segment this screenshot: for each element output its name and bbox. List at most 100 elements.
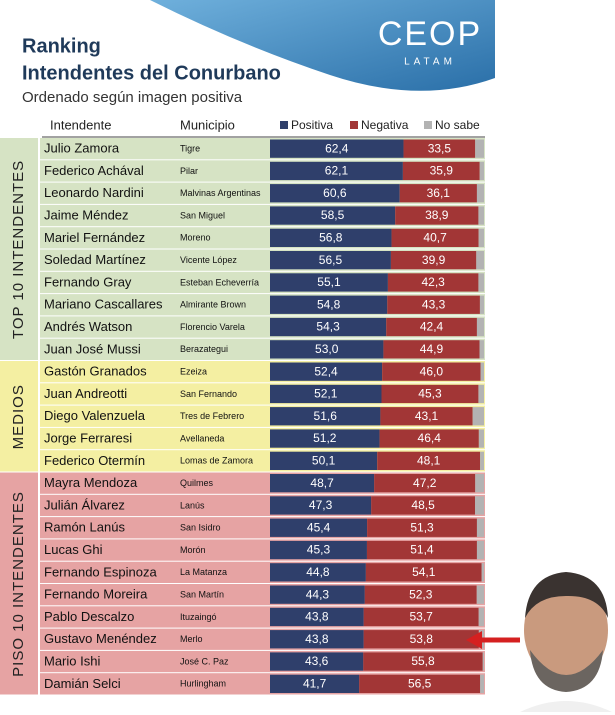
value-label: 53,8 — [410, 632, 434, 646]
municipio: Vicente López — [180, 255, 237, 265]
municipio: San Miguel — [180, 210, 225, 220]
photo — [520, 572, 612, 712]
municipio: Florencio Varela — [180, 322, 245, 332]
value-label: 52,1 — [314, 387, 338, 401]
bar-segment — [270, 161, 403, 181]
name: Leonardo Nardini — [44, 185, 144, 200]
value-label: 48,5 — [411, 498, 435, 512]
bar-segment — [476, 184, 484, 203]
value-label: 60,6 — [323, 186, 347, 200]
bar-segment — [270, 474, 375, 493]
group-band — [0, 361, 38, 472]
value-label: 54,3 — [316, 320, 340, 334]
value-label: 40,7 — [423, 231, 447, 245]
name: Fernando Moreira — [44, 587, 148, 602]
name: Mariano Cascallares — [44, 297, 163, 312]
group-label: TOP 10 INTENDENTES — [10, 160, 27, 339]
value-label: 46,0 — [420, 364, 444, 378]
municipio: Lanús — [180, 500, 205, 510]
legend-swatch — [424, 121, 432, 129]
bar-segment — [478, 273, 484, 292]
bar-segment — [270, 607, 364, 627]
bar-segment — [399, 184, 477, 203]
bar-segment — [367, 518, 477, 537]
column-header: Intendente — [50, 117, 111, 132]
bar-segment — [478, 206, 484, 225]
table-body: TOP 10 INTENDENTES Julio Zamora Tigre 62,4 3… — [0, 138, 485, 695]
logo-sub: LATAM — [404, 57, 456, 68]
bar-segment — [270, 273, 388, 292]
bar-segment — [270, 652, 364, 671]
municipio: Esteban Echeverría — [180, 277, 259, 287]
municipio: Moreno — [180, 233, 211, 243]
value-label: 45,4 — [307, 520, 331, 534]
bar-segment — [374, 474, 476, 493]
bar-segment — [481, 563, 484, 582]
bar-segment — [475, 474, 484, 493]
value-label: 51,2 — [313, 431, 337, 445]
value-label: 54,1 — [412, 565, 436, 579]
bar-segment — [387, 295, 480, 314]
value-label: 35,9 — [430, 164, 454, 178]
bar-segment — [270, 206, 396, 225]
name: Fernando Espinoza — [44, 564, 158, 579]
value-label: 50,1 — [312, 454, 336, 468]
bar-segment — [386, 317, 477, 337]
bar-segment — [270, 429, 380, 448]
value-label: 58,5 — [321, 208, 345, 222]
name: Soledad Martínez — [44, 252, 146, 267]
bar-segment — [383, 340, 480, 359]
group-band — [0, 472, 38, 695]
municipio: San Martín — [180, 590, 224, 600]
bar-segment — [475, 139, 484, 158]
bar-segment — [476, 251, 484, 270]
bar-segment — [270, 251, 391, 270]
group-band — [0, 138, 38, 360]
bar-segment — [270, 384, 382, 404]
bar-segment — [270, 585, 365, 604]
bar-segment — [366, 540, 477, 560]
group-label: MEDIOS — [10, 384, 27, 449]
value-label: 43,6 — [305, 654, 329, 668]
bar-segment — [270, 228, 392, 247]
bar-segment — [479, 295, 484, 314]
value-label: 46,4 — [418, 431, 442, 445]
municipio: Almirante Brown — [180, 300, 246, 310]
municipio: Malvinas Argentinas — [180, 188, 261, 198]
value-label: 52,4 — [314, 364, 338, 378]
name: Julián Álvarez — [44, 497, 125, 512]
value-label: 55,8 — [411, 654, 435, 668]
value-label: 51,4 — [410, 543, 434, 557]
bar-segment — [402, 161, 480, 181]
bar-segment — [381, 384, 479, 404]
value-label: 44,9 — [420, 342, 444, 356]
bar-segment — [476, 540, 484, 560]
bar-segment — [371, 496, 476, 515]
value-label: 51,6 — [314, 409, 338, 423]
bar-segment — [363, 652, 483, 671]
bar-segment — [270, 630, 364, 649]
bar-segment — [270, 317, 387, 337]
municipio: Ituzaingó — [180, 612, 217, 622]
bar-segment — [480, 451, 484, 470]
name: Federico Achával — [44, 163, 144, 178]
name: Lucas Ghi — [44, 542, 103, 557]
bar-segment — [270, 563, 366, 582]
municipio: Morón — [180, 545, 206, 555]
name: Juan José Mussi — [44, 341, 141, 356]
bar-segment — [482, 652, 484, 671]
name: Jorge Ferraresi — [44, 430, 132, 445]
bar-segment — [478, 607, 484, 627]
bar-segment — [270, 540, 367, 560]
bar-segment — [363, 607, 479, 627]
value-label: 43,3 — [422, 297, 446, 311]
logo: CEOP — [378, 15, 482, 53]
column-header: Municipio — [180, 117, 235, 132]
bar-segment — [403, 139, 476, 158]
header-swoosh — [150, 0, 495, 91]
legend-swatch — [350, 121, 358, 129]
municipio: Tigre — [180, 144, 200, 154]
bar-segment — [379, 429, 479, 448]
bar-segment — [382, 362, 481, 381]
subtitle: Ordenado según imagen positiva — [22, 89, 243, 106]
